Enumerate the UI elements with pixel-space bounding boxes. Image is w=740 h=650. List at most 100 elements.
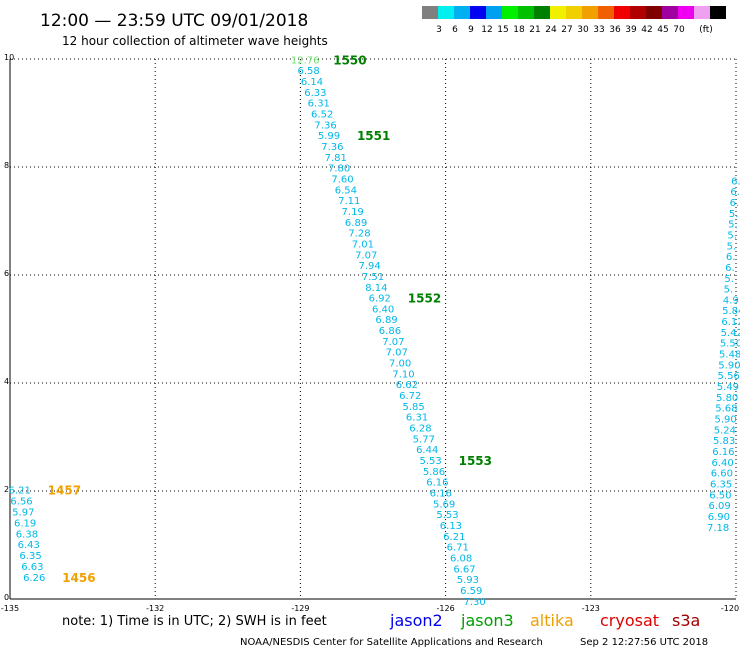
satellite-legend-item: s3a — [672, 611, 700, 630]
wave-height-label: 6.89 — [375, 315, 397, 326]
colorbar-swatch — [550, 6, 566, 19]
x-tick-label: -135 — [1, 604, 19, 613]
colorbar-label: 27 — [561, 25, 572, 35]
wave-height-label: 5. — [727, 230, 737, 241]
wave-height-label: 5.24 — [714, 425, 736, 436]
wave-height-label: 5.53 — [436, 510, 458, 521]
colorbar-label: 36 — [609, 25, 621, 35]
wave-height-label: 7.80 — [328, 164, 350, 175]
wave-height-label: 7.30 — [464, 597, 486, 608]
wave-height-label: 6.90 — [708, 512, 730, 523]
wave-height-label: 5.90 — [718, 360, 740, 371]
wave-height-label: 7.36 — [314, 120, 336, 131]
wave-height-label: 7.07 — [382, 337, 404, 348]
colorbar-swatch — [486, 6, 502, 19]
orbit-label: 1456 — [62, 571, 95, 585]
wave-height-label: 6. — [726, 252, 736, 263]
wave-height-label: 7.07 — [386, 348, 408, 359]
wave-height-label: 8.14 — [365, 283, 387, 294]
wave-height-label: 7.10 — [392, 369, 414, 380]
wave-height-label: 6.92 — [369, 294, 391, 305]
orbit-label: 1551 — [357, 129, 390, 143]
chart-subtitle: 12 hour collection of altimeter wave hei… — [62, 34, 328, 48]
wave-height-label: 7.51 — [362, 272, 384, 283]
y-tick-label: 10 — [4, 53, 14, 62]
wave-height-label: 6.40 — [372, 304, 394, 315]
colorbar-swatch — [470, 6, 486, 19]
wave-height-label: 6.43 — [18, 540, 40, 551]
colorbar-swatch — [662, 6, 678, 19]
wave-height-label: 5.49 — [717, 382, 739, 393]
wave-height-label: 6.21 — [443, 532, 465, 543]
colorbar-label: 39 — [625, 25, 637, 35]
colorbar-swatch — [518, 6, 534, 19]
wave-height-label: 6.28 — [409, 424, 431, 435]
wave-height-label: 5.99 — [318, 131, 340, 142]
wave-height-label: 5.86 — [423, 467, 445, 478]
y-tick-label: 0 — [4, 593, 9, 602]
track-east: 6.6.6.5.5.5.5.6.6.5.5.4.95.846.125.425.5… — [707, 176, 740, 534]
colorbar-label: 3 — [436, 25, 442, 35]
colorbar-swatch — [502, 6, 518, 19]
colorbar-swatch — [566, 6, 582, 19]
wave-height-label: 5. — [728, 220, 738, 231]
colorbar-label: 12 — [481, 25, 492, 35]
wave-height-label: 6.60 — [711, 469, 733, 480]
wave-height-label: 6.54 — [335, 185, 357, 196]
colorbar-swatch — [678, 6, 694, 19]
wave-height-label: 5.68 — [715, 404, 737, 415]
wave-height-label: 6. — [730, 187, 740, 198]
wave-height-label: 5.42 — [721, 328, 740, 339]
wave-height-label: 5.85 — [403, 402, 425, 413]
wave-height-label: 6.44 — [416, 445, 438, 456]
wave-height-label: 5.69 — [433, 499, 455, 510]
wave-height-label: 5.90 — [715, 415, 737, 426]
footer-note: note: 1) Time is in UTC; 2) SWH is in fe… — [62, 614, 327, 629]
wave-height-label: 5.77 — [413, 434, 435, 445]
wave-height-label: 12.76 — [291, 55, 320, 66]
footer-timestamp: Sep 2 12:27:56 UTC 2018 — [580, 637, 708, 648]
satellite-legend-item: cryosat — [600, 611, 659, 630]
wave-height-label: 4.9 — [723, 295, 739, 306]
wave-height-label: 7.94 — [358, 261, 380, 272]
satellite-legend: jason2 jason3 altika cryosat s3a — [389, 611, 700, 630]
wave-height-label: 6.09 — [708, 501, 730, 512]
orbit-label: 1457 — [48, 484, 81, 498]
colorbar-label: 21 — [529, 25, 540, 35]
footer-credit: NOAA/NESDIS Center for Satellite Applica… — [240, 637, 543, 648]
wave-height-label: 6.14 — [301, 77, 323, 88]
colorbar-swatch — [598, 6, 614, 19]
orbit-label: 1552 — [408, 292, 441, 306]
colorbar-swatch — [694, 6, 710, 19]
wave-height-label: 6.16 — [426, 478, 448, 489]
y-tick-label: 4 — [4, 377, 9, 386]
colorbar-swatch — [582, 6, 598, 19]
data-tracks: 12.766.586.146.336.316.527.365.997.367.8… — [9, 53, 740, 608]
colorbar-label: 70 — [673, 25, 685, 35]
colorbar-label: 6 — [452, 25, 458, 35]
colorbar-label: (ft) — [699, 25, 713, 35]
wave-height-label: 7.19 — [342, 207, 364, 218]
x-tick-label: -123 — [582, 604, 600, 613]
wave-height-label: 5.93 — [457, 575, 479, 586]
wave-height-label: 5. — [729, 209, 739, 220]
track-1550: 12.766.586.146.336.316.527.365.997.367.8… — [291, 53, 492, 608]
wave-height-label: 6.21 — [9, 486, 31, 497]
satellite-legend-item: altika — [530, 611, 574, 630]
colorbar-label: 33 — [593, 25, 604, 35]
wave-height-label: 7.01 — [352, 239, 374, 250]
wave-height-label: 6.52 — [311, 109, 333, 120]
wave-height-label: 6.63 — [21, 562, 43, 573]
wave-height-label: 6.12 — [721, 317, 740, 328]
colorbar-label: 30 — [577, 25, 589, 35]
wave-height-label: 6.16 — [430, 489, 452, 500]
wave-height-label: 6.08 — [450, 554, 472, 565]
wave-height-label: 7.11 — [338, 196, 360, 207]
colorbar-label: 18 — [513, 25, 525, 35]
colorbar-swatch — [710, 6, 726, 19]
x-tick-label: -132 — [146, 604, 164, 613]
wave-height-label: 5.83 — [713, 436, 735, 447]
wave-height-label: 6. — [725, 263, 735, 274]
wave-height-label: 5.80 — [716, 393, 738, 404]
